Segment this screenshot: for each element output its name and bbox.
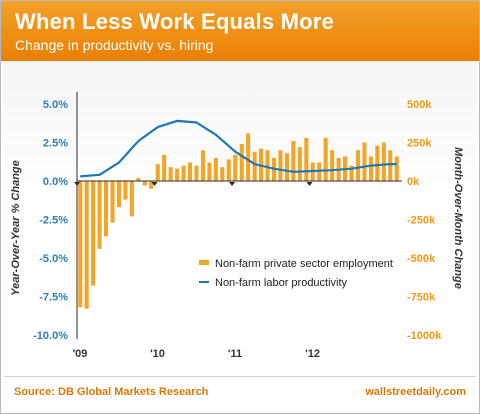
x-tick-marker bbox=[151, 182, 158, 186]
chart-header: When Less Work Equals More Change in pro… bbox=[1, 1, 479, 61]
employment-bar bbox=[252, 151, 257, 181]
y-right-tick-label: -1000k bbox=[407, 330, 442, 342]
y-left-tick-label: -10.0% bbox=[33, 330, 68, 342]
y-left-tick-label: -2.5% bbox=[39, 215, 68, 227]
x-tick-label: '11 bbox=[228, 348, 242, 360]
y-right-tick-label: 0k bbox=[407, 176, 420, 188]
employment-bar bbox=[375, 145, 380, 181]
y-right-tick-label: 250k bbox=[407, 138, 432, 150]
employment-bar bbox=[104, 181, 109, 237]
employment-bar bbox=[207, 162, 212, 181]
employment-bar bbox=[226, 159, 231, 181]
employment-bar bbox=[355, 150, 360, 181]
employment-bar bbox=[162, 154, 167, 181]
x-tick-label: '10 bbox=[150, 348, 165, 360]
employment-bar bbox=[136, 177, 141, 181]
x-tick-label: '12 bbox=[305, 348, 320, 360]
x-tick-marker bbox=[229, 182, 236, 186]
employment-bar bbox=[84, 181, 89, 309]
employment-bar bbox=[78, 181, 83, 308]
employment-bar bbox=[297, 147, 302, 181]
employment-bar bbox=[168, 167, 173, 181]
chart-title: When Less Work Equals More bbox=[15, 9, 334, 34]
y-left-axis-title: Year-Over-Year % Change bbox=[10, 160, 22, 296]
legend-swatch-employment bbox=[199, 260, 209, 265]
employment-bar bbox=[304, 137, 309, 181]
y-right-tick-label: -750k bbox=[407, 292, 436, 304]
employment-bar bbox=[349, 165, 354, 181]
employment-bar bbox=[194, 165, 199, 181]
employment-bar bbox=[381, 142, 386, 181]
y-right-axis-title: Month-Over-Month Change bbox=[452, 147, 464, 289]
employment-bar bbox=[388, 150, 393, 181]
y-right-tick-label: 500k bbox=[407, 99, 432, 111]
employment-bar bbox=[239, 144, 244, 181]
employment-bar bbox=[123, 181, 128, 200]
productivity-line-group bbox=[80, 119, 397, 178]
employment-bar bbox=[155, 164, 160, 181]
employment-bar bbox=[181, 165, 186, 181]
employment-bar bbox=[213, 157, 218, 181]
employment-bar bbox=[142, 181, 147, 186]
employment-bar bbox=[368, 156, 373, 181]
legend: Non-farm private sector employment Non-f… bbox=[199, 258, 393, 289]
employment-bar bbox=[91, 181, 96, 286]
brand-mark: wallstreetdaily.com bbox=[365, 386, 466, 398]
x-tick-marker bbox=[306, 182, 313, 186]
source-note: Source: DB Global Markets Research bbox=[14, 386, 209, 398]
employment-bar bbox=[233, 154, 238, 181]
employment-bar bbox=[220, 167, 225, 181]
employment-bar bbox=[284, 153, 289, 181]
y-left-tick-label: 2.5% bbox=[43, 138, 68, 150]
employment-bar bbox=[265, 150, 270, 181]
employment-bar bbox=[149, 181, 154, 189]
y-left-tick-label: 0.0% bbox=[43, 176, 68, 188]
employment-bar bbox=[116, 181, 121, 208]
employment-bar bbox=[175, 168, 180, 181]
employment-bar bbox=[323, 137, 328, 181]
tick-labels: 5.0% 2.5% 0.0% -2.5% -5.0% -7.5% -10.0% 500k 250… bbox=[33, 99, 442, 360]
legend-label-productivity: Non-farm labor productivity bbox=[215, 277, 348, 289]
chart-subtitle: Change in productivity vs. hiring bbox=[15, 37, 214, 53]
employment-bar bbox=[278, 150, 283, 181]
x-tick-marker bbox=[74, 182, 80, 186]
employment-bar bbox=[188, 162, 193, 181]
y-left-tick-label: -5.0% bbox=[39, 253, 68, 265]
employment-bar bbox=[362, 142, 367, 181]
y-right-tick-label: -500k bbox=[407, 253, 436, 265]
employment-bar bbox=[291, 141, 296, 181]
x-tick-label: '09 bbox=[73, 348, 88, 360]
employment-bar bbox=[200, 150, 205, 181]
employment-bar bbox=[246, 133, 251, 181]
employment-bar bbox=[129, 181, 134, 217]
y-left-tick-label: -7.5% bbox=[39, 292, 68, 304]
employment-bar bbox=[97, 181, 102, 249]
axes bbox=[74, 92, 402, 339]
footer-divider bbox=[4, 376, 476, 377]
employment-bar bbox=[330, 150, 335, 181]
productivity-line bbox=[80, 119, 397, 178]
y-right-tick-label: -250k bbox=[407, 215, 436, 227]
y-left-tick-label: 5.0% bbox=[43, 99, 68, 111]
employment-bar bbox=[110, 181, 115, 223]
legend-label-employment: Non-farm private sector employment bbox=[215, 258, 393, 270]
employment-bar bbox=[394, 156, 399, 181]
